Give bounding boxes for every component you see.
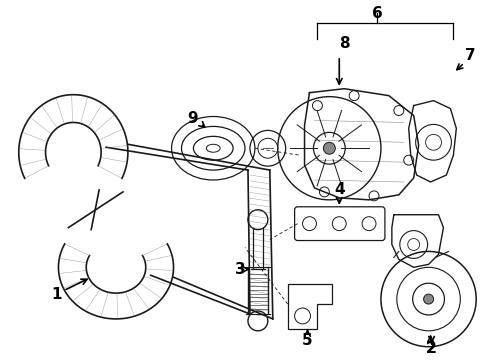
Text: 8: 8 (339, 36, 349, 50)
Circle shape (323, 142, 335, 154)
Text: 6: 6 (371, 6, 382, 21)
Circle shape (424, 294, 434, 304)
Text: 2: 2 (426, 341, 437, 356)
Text: 2: 2 (426, 341, 437, 356)
Text: 7: 7 (465, 49, 476, 63)
Text: 1: 1 (51, 287, 62, 302)
Text: 3: 3 (235, 262, 245, 277)
Text: 9: 9 (187, 111, 198, 126)
Text: 5: 5 (302, 333, 313, 348)
Text: 4: 4 (334, 183, 344, 197)
